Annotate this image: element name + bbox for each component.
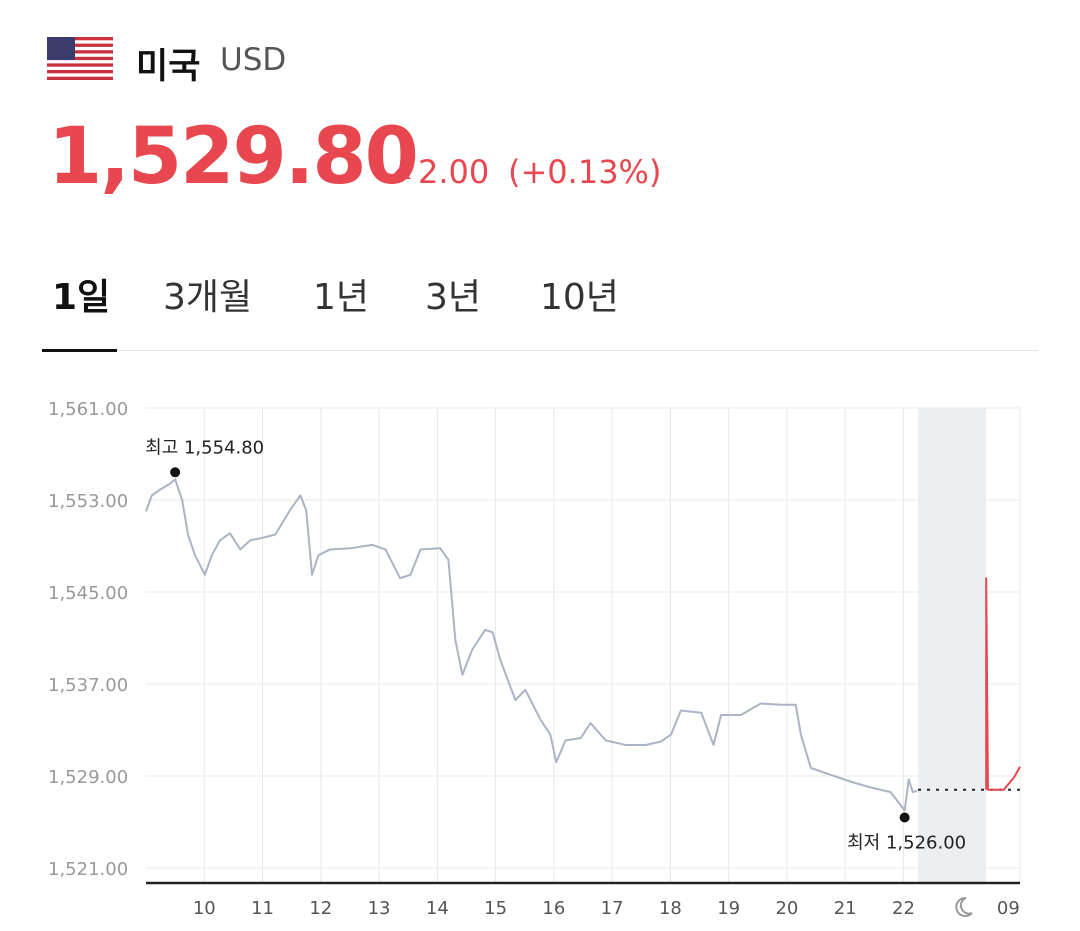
y-tick-label: 1,553.00 [48,491,128,512]
us-flag [47,37,113,80]
tab[interactable]: 1년 [313,277,370,318]
price: 1,529.80 [48,112,419,202]
extreme-dot [899,812,910,823]
y-tick-label: 1,521.00 [48,859,128,880]
x-tick-label: 14 [426,898,449,919]
y-tick-label: 1,561.00 [48,399,128,420]
x-tick-label: 17 [601,898,624,919]
x-tick-label: 20 [775,898,798,919]
x-tick-label: 15 [484,898,507,919]
extreme-dot [170,467,181,478]
x-tick-label: 22 [892,898,915,919]
price-line [145,478,918,812]
tab[interactable]: 3년 [425,277,482,318]
y-tick-label: 1,537.00 [48,675,128,696]
change-pct: (+0.13%) [508,153,662,191]
x-tick-label: 19 [717,898,740,919]
x-tick-label: 18 [659,898,682,919]
x-tick-label: 13 [368,898,391,919]
x-tick-label: 10 [193,898,216,919]
night-range [918,408,987,883]
x-tick-label: 11 [251,898,274,919]
price-line [985,577,1021,791]
night-icon [955,896,973,917]
annotation: 최고 1,554.80 [145,437,264,458]
tab[interactable]: 10년 [540,277,619,318]
y-tick-label: 1,529.00 [48,767,128,788]
annotation: 최저 1,526.00 [847,833,966,854]
x-tick-label: 16 [542,898,565,919]
tab[interactable]: 3개월 [163,277,253,318]
up-arrow [389,167,411,179]
tab-underline [42,349,117,352]
x-tick-label: 09 [997,898,1020,919]
tab-divider [42,350,1038,351]
chart: 1,561.00 1,553.00 1,545.00 1,537.00 1,529.00… [48,399,1021,919]
x-tick-label: 12 [309,898,332,919]
y-tick-label: 1,545.00 [48,583,128,604]
x-tick-label: 21 [834,898,857,919]
tab[interactable]: 1일 [52,277,111,318]
currency: USD [220,42,287,78]
country: 미국 [136,47,201,87]
change: 2.00 [418,153,490,191]
